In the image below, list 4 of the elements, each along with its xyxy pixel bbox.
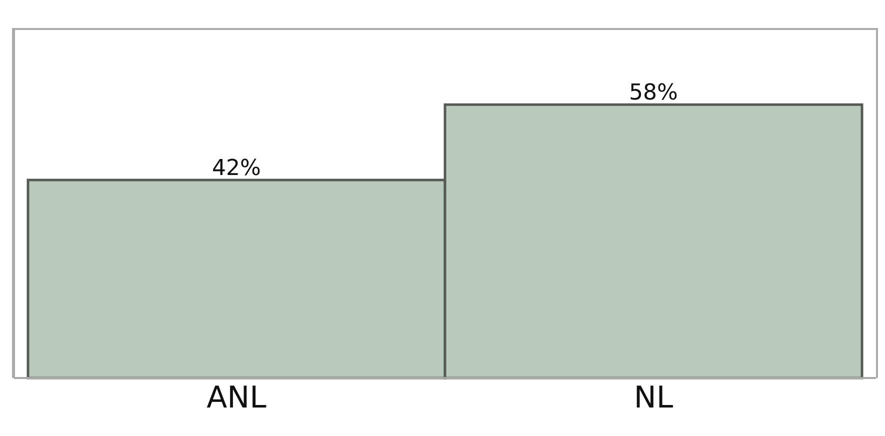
- x-tick-label: ANL: [206, 380, 267, 416]
- x-tick-label: NL: [634, 380, 674, 416]
- data-label: 42%: [212, 156, 261, 181]
- data-label: 58%: [629, 80, 678, 106]
